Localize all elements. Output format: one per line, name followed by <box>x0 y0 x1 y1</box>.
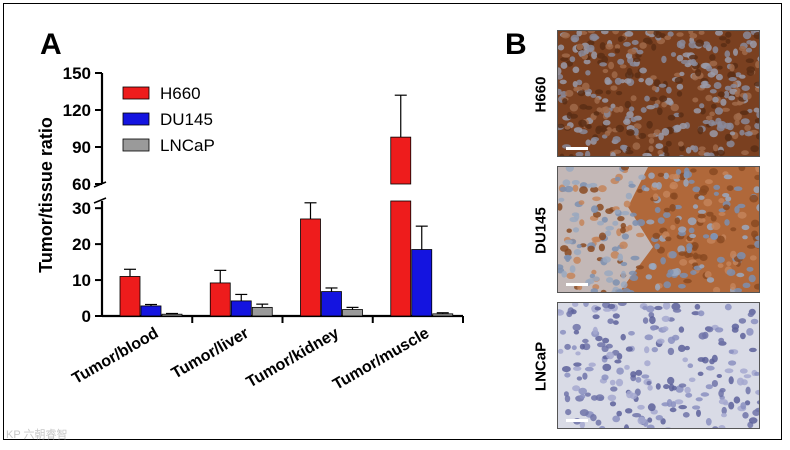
scale-bar <box>566 147 588 150</box>
y-tick-label: 150 <box>63 64 91 83</box>
panel-a-label: A <box>40 28 62 61</box>
row-label-lncap: LNCaP <box>532 341 550 392</box>
bar-h660 <box>119 276 141 317</box>
bar-h660 <box>390 136 412 185</box>
legend-swatch-h660 <box>122 86 150 100</box>
bar-lncap <box>342 309 363 317</box>
bar-h660 <box>209 282 231 317</box>
bar-du145 <box>230 300 252 317</box>
x-tick-label: Tumor/liver <box>169 325 252 383</box>
y-axis-title: Tumor/tissue ratio <box>36 117 56 273</box>
bar-lncap <box>251 306 273 317</box>
y-tick-label: 120 <box>63 101 91 120</box>
legend-swatch-lncap <box>122 138 150 152</box>
scale-bar <box>566 419 588 422</box>
histology-image-du145 <box>557 166 760 293</box>
panel-b-label: B <box>505 28 527 61</box>
row-label-du145: DU145 <box>532 207 550 254</box>
bar-lncap <box>161 313 183 317</box>
x-tick-label: Tumor/blood <box>69 325 161 388</box>
x-tick-label: Tumor/kidney <box>244 325 342 392</box>
legend-label-lncap: LNCaP <box>160 136 215 155</box>
y-tick-label: 30 <box>72 199 91 218</box>
y-tick-label: 90 <box>72 138 91 157</box>
watermark: KP 六朝睿智 <box>6 429 68 441</box>
legend-label-h660: H660 <box>160 84 201 103</box>
bar-du145 <box>411 249 433 317</box>
y-tick-label: 10 <box>72 271 91 290</box>
histology-image-h660 <box>557 30 760 157</box>
y-tick-label: 20 <box>72 235 91 254</box>
legend-label-du145: DU145 <box>160 110 213 129</box>
bar-lncap <box>432 313 454 317</box>
bar-du145 <box>140 305 162 317</box>
scale-bar <box>566 283 588 286</box>
y-tick-label: 60 <box>72 175 91 194</box>
bar-h660-lower-segment <box>390 200 412 317</box>
x-tick-label: Tumor/muscle <box>330 325 432 394</box>
y-tick-label: 0 <box>82 307 91 326</box>
axis-break-mark-lower <box>93 197 107 204</box>
row-label-h660: H660 <box>532 76 550 113</box>
bar-chart: 0 10 20 30 60 90 120 150 Tumor/tissue ratio Tumor… <box>36 64 464 394</box>
bar-du145 <box>321 291 342 317</box>
bar-h660 <box>300 218 321 317</box>
histology-image-lncap <box>557 302 760 429</box>
legend-swatch-du145 <box>122 112 150 126</box>
